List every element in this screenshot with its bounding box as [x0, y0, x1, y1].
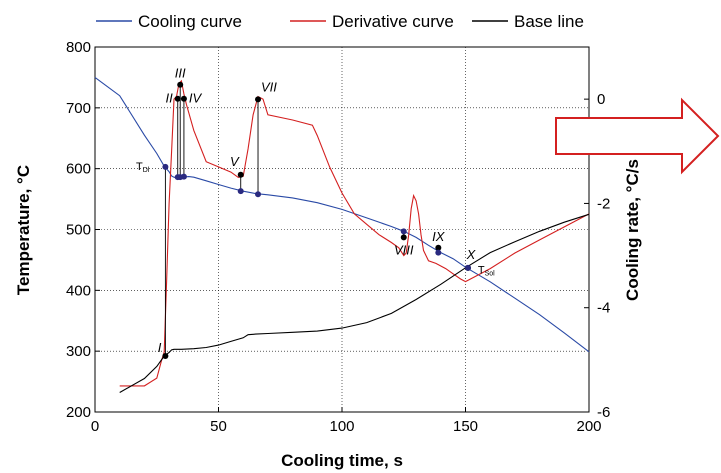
cooling-point [255, 191, 262, 198]
y2-tick-label: -4 [597, 300, 610, 317]
marker-label: I [158, 340, 162, 355]
y-axis-title: Temperature, °C [14, 165, 33, 295]
cooling-point [435, 249, 442, 256]
cooling-point [400, 228, 407, 235]
marker-dot [237, 171, 244, 178]
y-tick-label: 500 [66, 222, 91, 239]
y2-axis-title: Cooling rate, °C/s [623, 159, 642, 301]
series-line-2 [119, 213, 590, 393]
y2-tick-label: -6 [597, 404, 610, 421]
legend: Cooling curve Derivative curve Base line [96, 12, 584, 31]
y2-tick-label: 0 [597, 91, 605, 108]
cooling-point [464, 264, 471, 271]
x-tick-label: 50 [210, 418, 227, 435]
cooling-point [162, 163, 169, 170]
marker-dot [174, 95, 181, 102]
temperature-annotation: TSol [478, 264, 495, 277]
marker-dot [435, 244, 442, 251]
y-tick-label: 600 [66, 161, 91, 178]
x-tick-label: 0 [91, 418, 99, 435]
cooling-point [237, 188, 244, 195]
marker-label: V [230, 154, 240, 169]
x-tick-label: 200 [576, 418, 601, 435]
marker-dot [400, 234, 407, 241]
series-layer [94, 76, 590, 393]
y-tick-label: 400 [66, 282, 91, 299]
legend-label: Base line [514, 12, 584, 31]
marker-label: X [466, 247, 477, 262]
y-axis-ticks: 200 300 400 500 600 700 800 [66, 39, 100, 421]
temperature-annotations: TDl TSol [136, 161, 495, 277]
y-tick-label: 200 [66, 404, 91, 421]
y-tick-label: 300 [66, 343, 91, 360]
legend-label: Derivative curve [332, 12, 454, 31]
y-tick-label: 700 [66, 100, 91, 117]
grid-lines [95, 47, 589, 412]
y2-axis-ticks: -6 -4 -2 0 [584, 91, 610, 421]
marker-dot [177, 81, 184, 88]
legend-label: Cooling curve [138, 12, 242, 31]
marker-dot [255, 96, 262, 103]
series-line-1 [119, 79, 590, 387]
marker-label: II [166, 91, 174, 106]
temperature-annotation: TDl [136, 161, 150, 174]
y-tick-label: 800 [66, 39, 91, 56]
marker-label: IX [432, 229, 446, 244]
right-arrow-icon [555, 97, 720, 175]
marker-label: III [175, 66, 186, 81]
cooling-point [180, 173, 187, 180]
marker-connector-lines [164, 84, 439, 357]
marker-label: VII [261, 79, 277, 94]
x-tick-label: 100 [329, 418, 354, 435]
marker-dot [162, 353, 169, 360]
marker-label: IV [189, 91, 203, 106]
marker-label: VIII [394, 242, 414, 257]
y2-tick-label: -2 [597, 195, 610, 212]
x-axis-ticks: 0 50 100 150 200 [91, 407, 602, 435]
marker-dot [180, 95, 187, 102]
x-axis-title: Cooling time, s [281, 451, 403, 470]
x-tick-label: 150 [453, 418, 478, 435]
